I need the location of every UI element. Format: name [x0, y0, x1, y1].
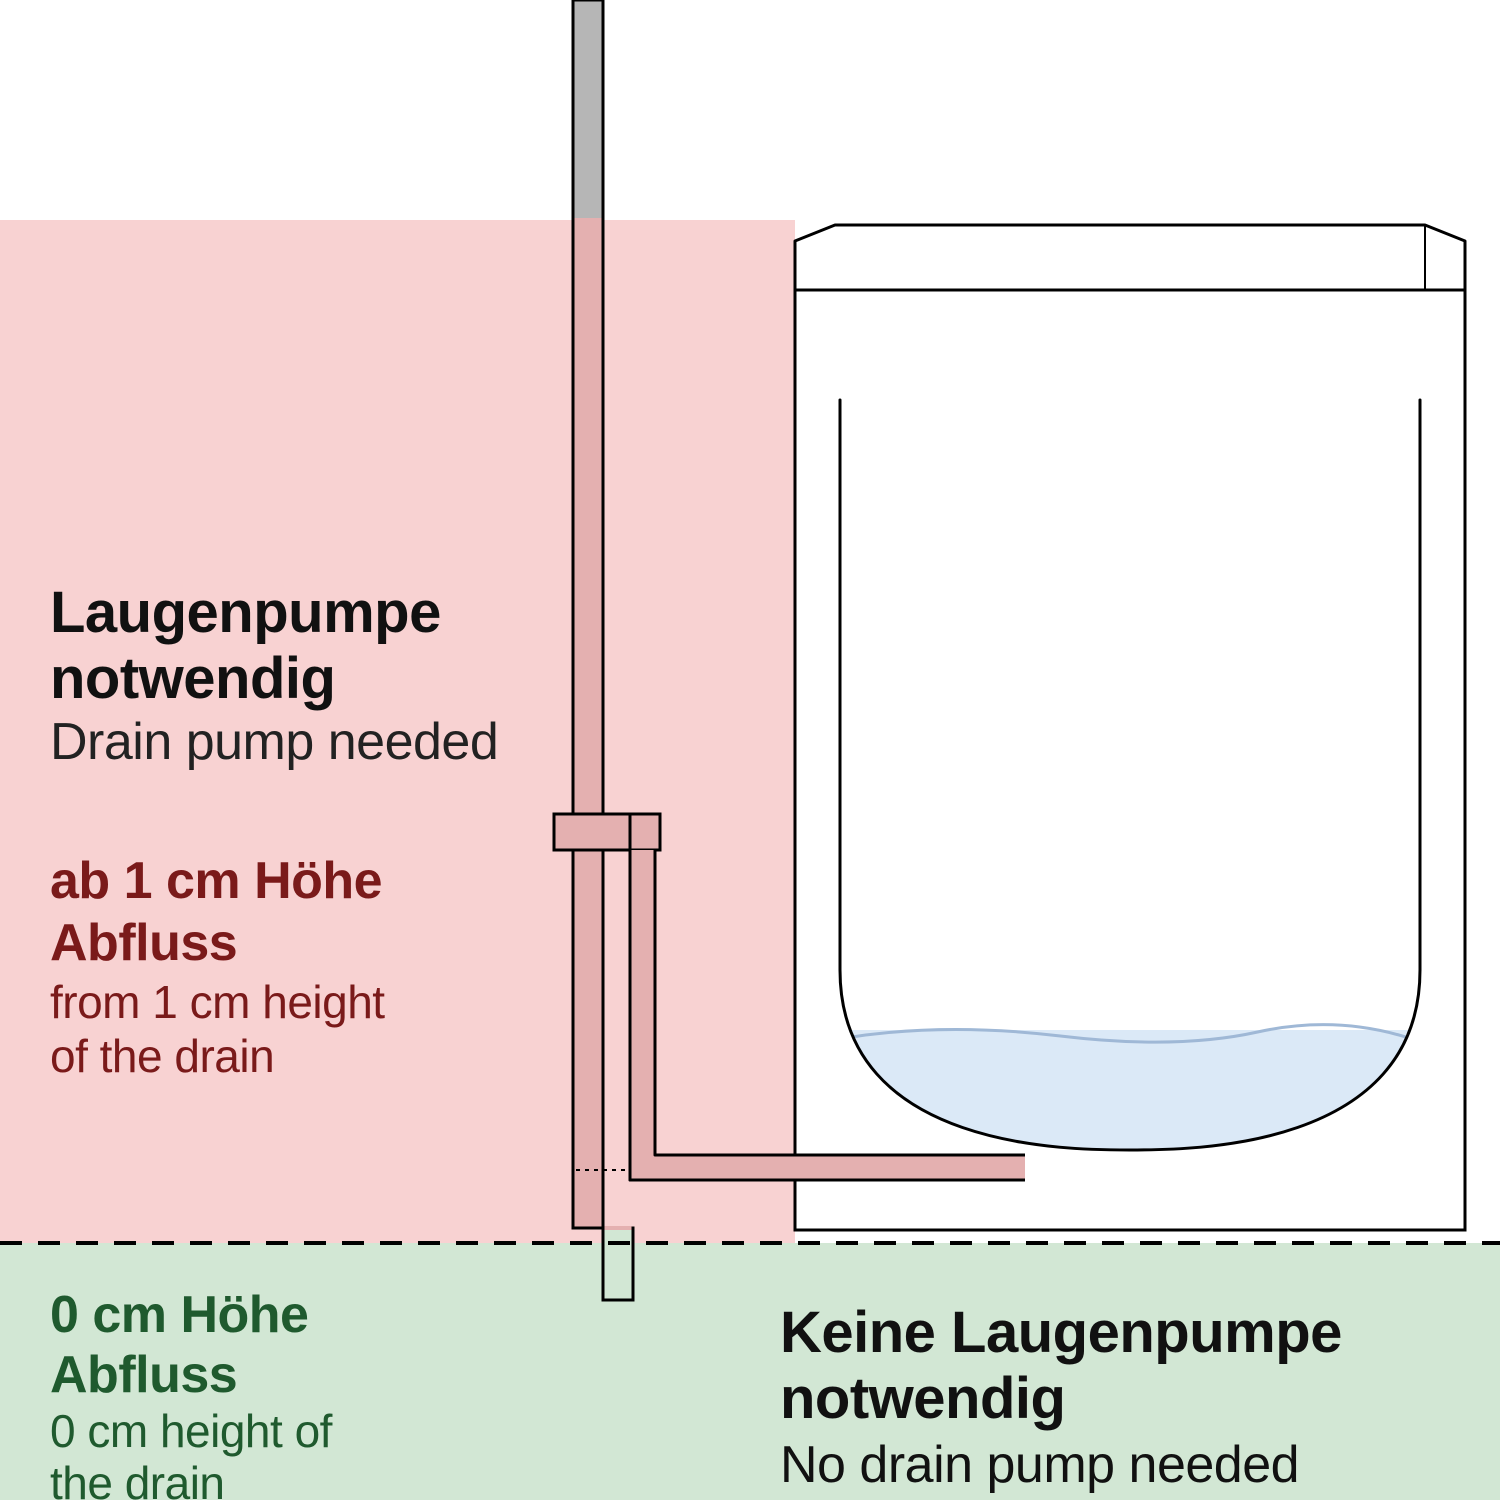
label-0cm-en: 0 cm height ofthe drain: [50, 1405, 332, 1500]
label-0cm-de: 0 cm HöheAbfluss: [50, 1285, 308, 1405]
diagram-canvas: { "layout": { "width": 1500, "height": 1…: [0, 0, 1500, 1500]
label-from-1cm-en: from 1 cm heightof the drain: [50, 975, 385, 1083]
label-no-pump-needed-de: Keine Laugenpumpenotwendig: [780, 1300, 1342, 1432]
label-no-pump-needed-en: No drain pump needed: [780, 1435, 1299, 1495]
label-from-1cm-de: ab 1 cm HöheAbfluss: [50, 850, 382, 974]
label-pump-needed-en: Drain pump needed: [50, 712, 498, 772]
label-pump-needed-de: Laugenpumpenotwendig: [50, 580, 441, 712]
